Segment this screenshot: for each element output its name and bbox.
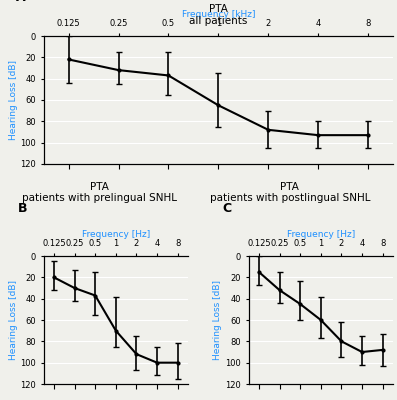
X-axis label: Frequency [Hz]: Frequency [Hz] — [82, 230, 150, 239]
Text: A: A — [16, 0, 25, 4]
Text: C: C — [223, 202, 232, 215]
Text: PTA
patients with prelingual SNHL: PTA patients with prelingual SNHL — [22, 182, 177, 203]
Text: B: B — [18, 202, 27, 215]
Y-axis label: Hearing Loss [dB]: Hearing Loss [dB] — [214, 280, 222, 360]
X-axis label: Frequency [Hz]: Frequency [Hz] — [287, 230, 355, 239]
Text: PTA
all patients: PTA all patients — [189, 4, 248, 26]
Text: PTA
patients with postlingual SNHL: PTA patients with postlingual SNHL — [210, 182, 370, 203]
Y-axis label: Hearing Loss [dB]: Hearing Loss [dB] — [8, 280, 17, 360]
X-axis label: Frequency [kHz]: Frequency [kHz] — [181, 10, 255, 18]
Y-axis label: Hearing Loss [dB]: Hearing Loss [dB] — [8, 60, 17, 140]
